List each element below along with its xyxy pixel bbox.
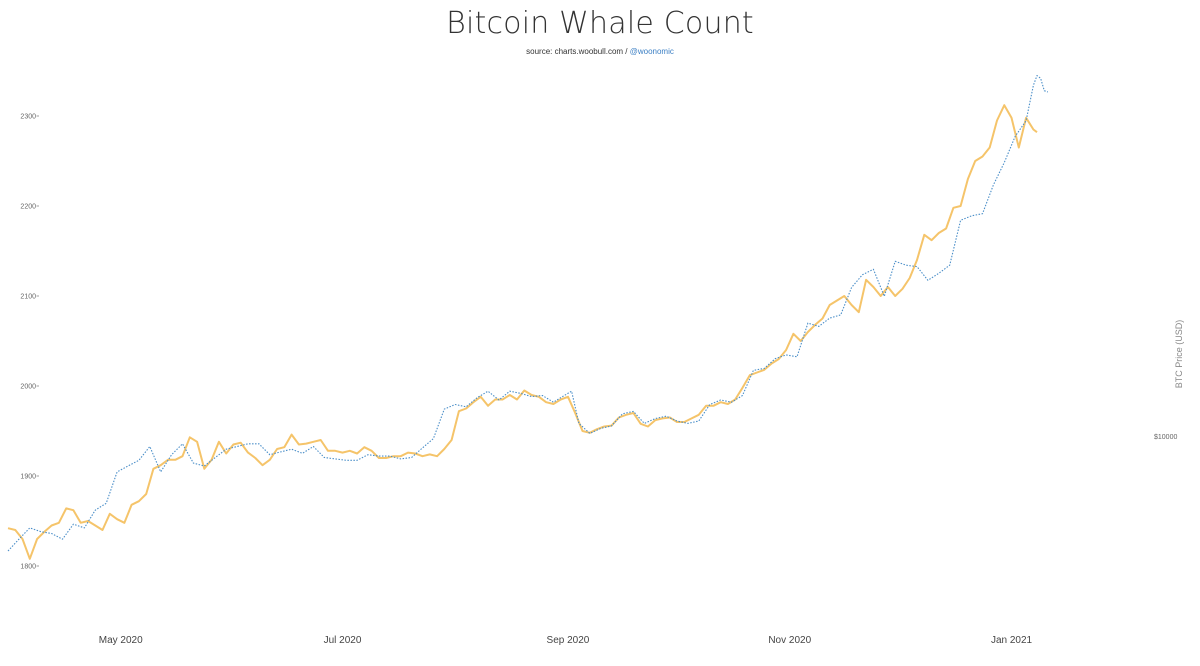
chart-title: Bitcoin Whale Count xyxy=(446,6,754,41)
x-tick-label: Jan 2021 xyxy=(991,635,1033,646)
y2-axis-ticks: $10000 xyxy=(1154,434,1177,441)
series-group xyxy=(7,75,1049,560)
x-tick-label: May 2020 xyxy=(99,635,143,646)
author-handle-link[interactable]: @woonomic xyxy=(629,47,674,56)
x-tick-label: Jul 2020 xyxy=(324,635,362,646)
x-axis-ticks: May 2020 Jul 2020 Sep 2020 Nov 2020 Jan 2021 xyxy=(99,635,1033,646)
series-line-btc_price xyxy=(7,75,1049,552)
x-tick-label: Nov 2020 xyxy=(768,635,811,646)
series-line-whales xyxy=(7,104,1038,560)
chart-subtitle: source: charts.woobull.com / @woonomic xyxy=(0,47,1200,56)
y-axis-ticks: 1800 1900 2000 2100 2200 2300 xyxy=(20,114,39,571)
y2-axis-label: BTC Price (USD) xyxy=(1174,320,1184,389)
y-tick-label: 1800 xyxy=(20,564,36,571)
y-tick-label: 2300 xyxy=(20,114,36,121)
y2-tick-label: $10000 xyxy=(1154,434,1177,441)
x-tick-label: Sep 2020 xyxy=(547,635,590,646)
y-tick-label: 1900 xyxy=(20,474,36,481)
source-text: source: charts.woobull.com / xyxy=(526,47,628,56)
y-tick-label: 2000 xyxy=(20,384,36,391)
y-tick-label: 2100 xyxy=(20,294,36,301)
y-tick-label: 2200 xyxy=(20,204,36,211)
